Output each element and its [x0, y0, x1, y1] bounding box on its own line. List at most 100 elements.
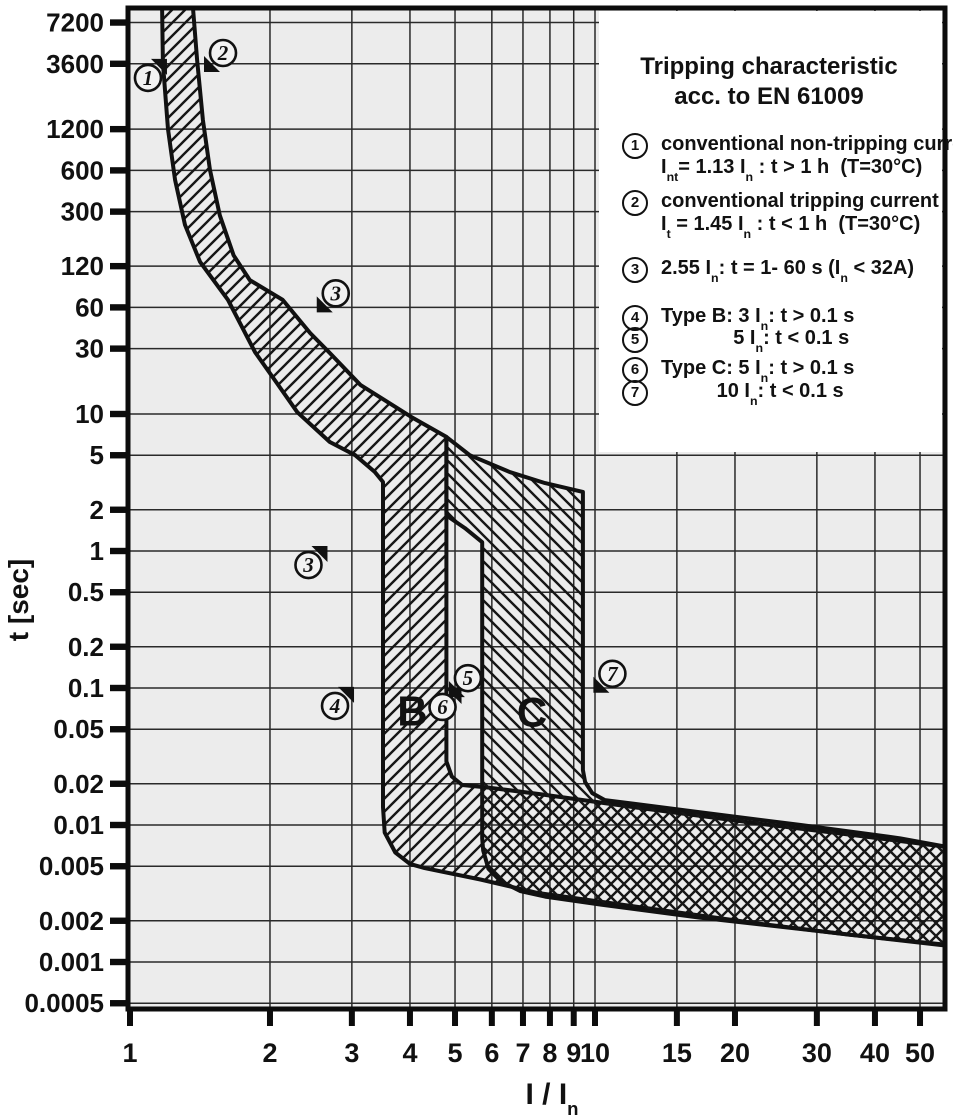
- marker-7: 7: [593, 659, 627, 693]
- y-tick-label: 1200: [46, 114, 104, 144]
- x-tick-label: 10: [580, 1038, 610, 1068]
- y-tick: [110, 684, 128, 692]
- y-tick: [110, 589, 128, 596]
- marker-pointer-ne: [311, 546, 328, 563]
- y-tick-label: 0.005: [39, 851, 104, 881]
- marker-number: 2: [217, 41, 229, 65]
- y-tick-label: 0.0005: [24, 988, 104, 1018]
- y-tick-label: 0.002: [39, 906, 104, 936]
- legend-item-3: 3 2.55 In: t = 1- 60 s (In < 32A): [622, 257, 936, 284]
- legend-item-text: 10 In: t < 0.1 s: [661, 380, 844, 408]
- legend-item-text: Type C: 5 In: t > 0.1 s: [661, 357, 855, 385]
- marker-number: 5: [463, 666, 474, 690]
- y-tick: [110, 958, 128, 966]
- y-tick: [110, 547, 128, 555]
- legend-item-text: Type B: 3 In: t > 0.1 s: [661, 305, 855, 333]
- x-tick: [546, 1011, 553, 1026]
- x-tick-label: 7: [515, 1038, 530, 1068]
- marker-pointer-sw: [316, 296, 333, 313]
- y-tick-label: 0.2: [68, 632, 104, 662]
- y-tick: [110, 780, 128, 787]
- marker-number: 7: [607, 662, 619, 686]
- legend-box: Tripping characteristic acc. to EN 61009…: [600, 14, 953, 448]
- y-tick-label: 30: [75, 334, 104, 364]
- x-tick: [519, 1011, 526, 1026]
- x-tick: [731, 1011, 738, 1026]
- y-tick: [110, 1000, 128, 1007]
- y-tick: [110, 726, 128, 733]
- legend-item-text: 5 In: t < 0.1 s: [661, 327, 850, 355]
- marker-circle: [294, 550, 323, 580]
- y-axis-label: t [sec]: [3, 558, 34, 642]
- legend-item-text: conventional tripping current It = 1.45 I…: [661, 190, 939, 241]
- x-tick: [127, 1011, 133, 1026]
- y-tick: [110, 60, 128, 67]
- y-tick: [110, 863, 128, 870]
- x-tick-label: 30: [802, 1038, 832, 1068]
- x-tick: [917, 1011, 924, 1026]
- x-axis-label: I / In: [525, 1078, 579, 1120]
- x-tick-label: 4: [402, 1038, 417, 1068]
- marker-number: 3: [330, 281, 342, 305]
- x-tick-label: 3: [344, 1038, 359, 1068]
- marker-pointer-ne: [338, 686, 355, 703]
- y-tick-label: 7200: [46, 8, 104, 38]
- legend-item-7: 7 10 In: t < 0.1 s: [622, 380, 936, 408]
- y-tick-label: 1: [90, 536, 104, 566]
- y-tick-label: 10: [75, 399, 104, 429]
- marker-number: 3: [302, 553, 314, 577]
- x-tick: [452, 1011, 459, 1026]
- y-tick-label: 0.02: [53, 769, 104, 799]
- legend-item-number-badge: 7: [622, 380, 648, 406]
- x-tick-label: 8: [542, 1038, 557, 1068]
- x-tick-label: 1: [122, 1038, 137, 1068]
- marker-3: 3: [294, 546, 328, 580]
- x-tick: [348, 1011, 355, 1026]
- x-tick: [592, 1011, 598, 1026]
- legend-item-2: 2 conventional tripping current It = 1.45 …: [622, 190, 939, 241]
- legend-title-line1: Tripping characteristic: [640, 53, 898, 80]
- type-B-band-outline: [160, 8, 945, 947]
- legend-title-line2: acc. to EN 61009: [674, 83, 864, 110]
- y-tick-label: 0.001: [39, 947, 104, 977]
- y-tick: [110, 167, 128, 174]
- x-tick-label: 50: [905, 1038, 935, 1068]
- marker-circle: [133, 63, 163, 93]
- y-tick-label: 3600: [46, 49, 104, 79]
- x-tick: [871, 1011, 878, 1026]
- marker-circle: [598, 659, 627, 689]
- y-tick-label: 2: [90, 495, 104, 525]
- y-tick: [110, 19, 128, 26]
- y-tick: [110, 262, 128, 270]
- x-tick: [488, 1011, 495, 1026]
- marker-3: 3: [316, 279, 351, 313]
- y-tick: [110, 821, 128, 829]
- legend-item-number-badge: 3: [622, 257, 648, 283]
- type-C-band-fill: [446, 436, 945, 946]
- marker-circle: [428, 692, 457, 722]
- y-tick: [110, 125, 128, 133]
- y-tick-label: 0.5: [68, 577, 104, 607]
- legend-item-5: 5 5 In: t < 0.1 s: [622, 327, 936, 355]
- y-tick: [110, 208, 128, 215]
- y-tick: [110, 506, 128, 513]
- y-tick: [110, 345, 128, 352]
- x-tick-label: 40: [860, 1038, 890, 1068]
- x-tick: [406, 1011, 413, 1026]
- legend-item-4: 4 Type B: 3 In: t > 0.1 s: [622, 305, 936, 333]
- marker-2: 2: [204, 38, 238, 73]
- legend-item-number-badge: 2: [622, 190, 648, 216]
- y-tick: [110, 304, 128, 311]
- marker-number: 6: [437, 695, 448, 719]
- zone-label-B: B: [397, 687, 427, 734]
- marker-4: 4: [320, 686, 355, 721]
- marker-circle: [321, 279, 351, 308]
- x-tick-label: 15: [662, 1038, 692, 1068]
- type-C-band-outline: [444, 434, 945, 948]
- marker-circle: [208, 38, 238, 68]
- x-tick-label: 9: [566, 1038, 581, 1068]
- y-tick: [110, 452, 128, 459]
- legend-item-number-badge: 1: [622, 133, 648, 159]
